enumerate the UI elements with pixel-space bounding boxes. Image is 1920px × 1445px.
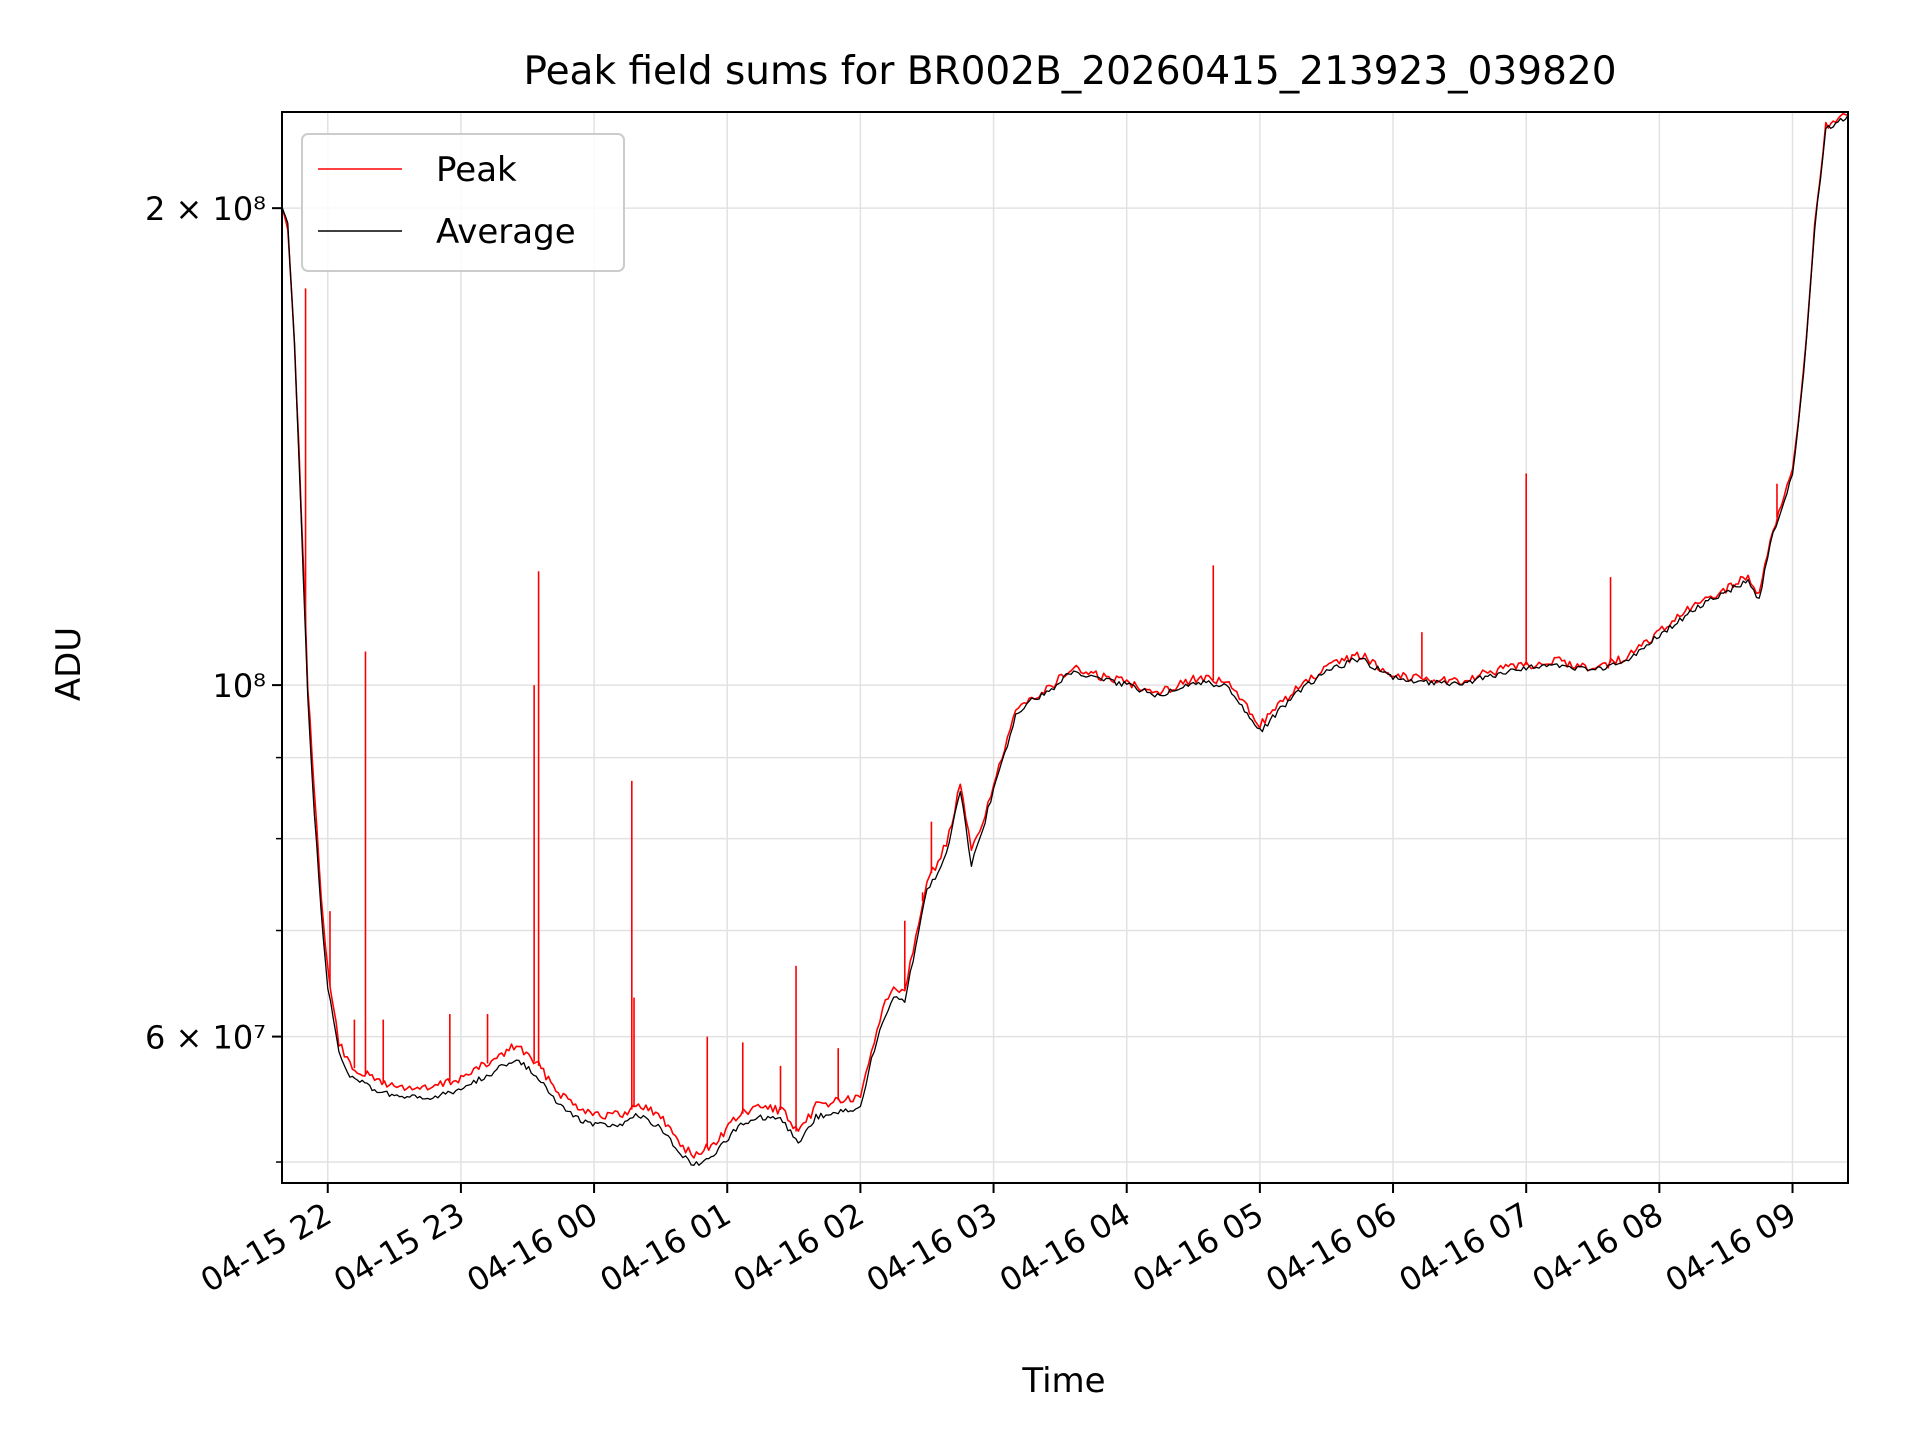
series-line-peak (282, 112, 1848, 1159)
y-tick-label: 2 × 10⁸ (145, 190, 266, 228)
y-tick-label: 10⁸ (212, 667, 266, 705)
chart-title: Peak field sums for BR002B_20260415_2139… (523, 49, 1616, 94)
x-axis-label: Time (1021, 1361, 1105, 1401)
series-line-average (282, 114, 1848, 1166)
y-axis-label: ADU (49, 627, 89, 701)
legend: Peak Average (301, 133, 625, 272)
plot-frame (281, 111, 1849, 1184)
legend-label-peak: Peak (436, 150, 517, 190)
series-layer (282, 112, 1848, 1166)
legend-label-average: Average (436, 212, 576, 252)
y-tick-label: 6 × 10⁷ (145, 1019, 266, 1057)
